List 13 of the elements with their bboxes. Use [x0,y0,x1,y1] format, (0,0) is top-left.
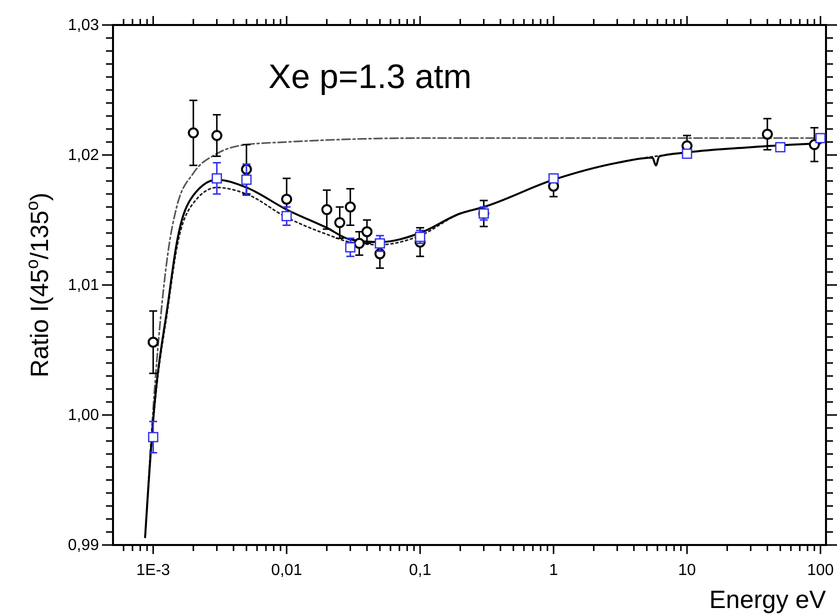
y-tick-label: 1,03 [68,17,100,34]
x-tick-label: 0,01 [271,562,302,579]
x-tick-label: 1E-3 [136,562,170,579]
x-tick-label: 0,1 [408,562,432,579]
text: Xe p=1.3 atm [268,58,472,96]
y-tick-label: 0,99 [68,537,100,554]
y-tick-label: 1,01 [68,277,100,294]
x-tick-label: 10 [678,562,696,579]
x-tick-label: 100 [807,562,834,579]
y-tick-label: 1,00 [68,407,100,424]
y-tick-label: 1,02 [68,147,100,164]
x-tick-label: 1 [549,562,558,579]
x-axis-title: Energy eV [709,586,826,614]
